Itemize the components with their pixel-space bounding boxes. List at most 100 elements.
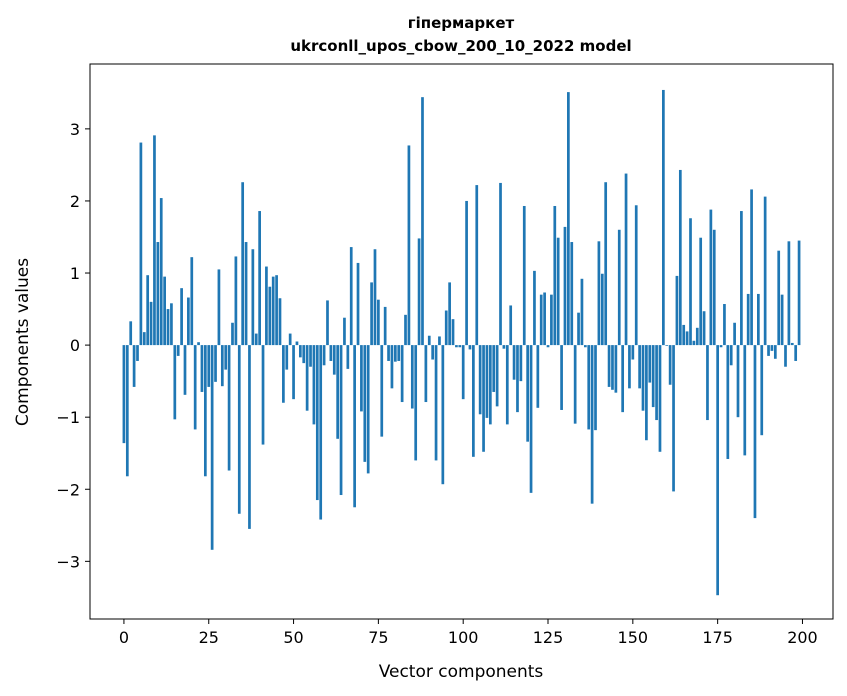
bar-component-184 bbox=[746, 293, 750, 346]
bar-component-78 bbox=[387, 345, 390, 361]
bar-component-47 bbox=[282, 345, 285, 403]
bar-component-18 bbox=[183, 345, 187, 395]
bar-component-45 bbox=[275, 275, 278, 346]
bar-component-186 bbox=[753, 345, 757, 519]
bar-component-152 bbox=[638, 345, 641, 389]
bar-component-70 bbox=[360, 345, 363, 412]
bar-component-145 bbox=[614, 345, 618, 393]
bar-component-65 bbox=[343, 317, 346, 346]
bar-component-35 bbox=[241, 182, 245, 346]
bar-component-148 bbox=[624, 173, 628, 346]
bar-component-29 bbox=[220, 345, 224, 387]
bar-component-9 bbox=[153, 135, 156, 346]
bar-component-168 bbox=[692, 340, 696, 346]
bar-component-132 bbox=[570, 242, 574, 346]
bar-component-124 bbox=[543, 292, 546, 346]
bar-component-192 bbox=[773, 345, 777, 359]
x-axis: 0 25 50 75 100 125 150 175 200 bbox=[119, 619, 818, 647]
bar-component-34 bbox=[237, 345, 241, 514]
bar-component-197 bbox=[790, 342, 794, 346]
y-tick-label: 2 bbox=[70, 192, 80, 211]
bar-component-172 bbox=[706, 345, 709, 421]
bar-component-117 bbox=[519, 345, 523, 382]
bar-component-119 bbox=[526, 345, 530, 442]
bar-component-46 bbox=[278, 298, 282, 346]
bar-component-165 bbox=[682, 324, 686, 346]
bar-component-162 bbox=[672, 345, 675, 492]
bar-component-62 bbox=[332, 345, 336, 375]
bar-component-110 bbox=[495, 345, 499, 407]
bar-component-164 bbox=[678, 169, 682, 346]
bar-component-64 bbox=[339, 345, 343, 496]
bar-component-15 bbox=[173, 345, 177, 420]
bar-component-195 bbox=[784, 345, 787, 367]
bar-component-84 bbox=[407, 145, 411, 346]
x-tick-label: 0 bbox=[119, 628, 129, 647]
bar-component-138 bbox=[590, 345, 594, 504]
bar-component-140 bbox=[597, 241, 601, 346]
bar-component-58 bbox=[319, 345, 323, 520]
bar-component-71 bbox=[363, 345, 367, 462]
bar-component-7 bbox=[146, 275, 150, 346]
bar-component-106 bbox=[482, 345, 485, 452]
bar-component-53 bbox=[302, 345, 306, 364]
bar-component-158 bbox=[658, 345, 662, 452]
bar-component-23 bbox=[200, 345, 204, 392]
bar-component-183 bbox=[743, 345, 747, 456]
x-tick-label: 200 bbox=[787, 628, 818, 647]
bar-component-155 bbox=[648, 345, 652, 383]
bar-component-191 bbox=[770, 345, 774, 351]
x-tick-label: 100 bbox=[448, 628, 479, 647]
bar-component-27 bbox=[214, 345, 217, 382]
y-tick-label: −1 bbox=[56, 408, 80, 427]
bar-component-66 bbox=[346, 345, 350, 369]
bar-component-73 bbox=[370, 282, 373, 346]
bar-component-118 bbox=[522, 205, 526, 346]
bar-component-51 bbox=[295, 341, 299, 346]
bar-component-44 bbox=[271, 276, 275, 346]
bar-component-100 bbox=[461, 345, 465, 400]
bar-component-137 bbox=[587, 345, 591, 430]
bar-component-160 bbox=[665, 345, 669, 346]
bar-component-43 bbox=[268, 286, 272, 346]
bar-component-135 bbox=[580, 278, 584, 346]
bar-component-86 bbox=[414, 345, 418, 461]
bar-component-48 bbox=[285, 345, 289, 370]
bar-component-88 bbox=[421, 97, 424, 346]
bar-component-129 bbox=[560, 345, 563, 410]
bar-component-61 bbox=[329, 345, 333, 361]
bar-component-96 bbox=[448, 282, 451, 346]
bar-component-13 bbox=[166, 309, 170, 346]
bar-component-11 bbox=[159, 198, 163, 346]
bar-component-131 bbox=[567, 92, 570, 346]
bar-component-63 bbox=[336, 345, 340, 439]
bar-component-196 bbox=[787, 241, 791, 346]
bar-component-147 bbox=[621, 345, 625, 413]
bar-component-87 bbox=[417, 238, 421, 346]
bar-component-150 bbox=[631, 345, 635, 360]
bar-component-121 bbox=[533, 270, 536, 346]
bar-component-69 bbox=[356, 262, 360, 346]
bar-component-179 bbox=[729, 345, 733, 366]
bar-component-187 bbox=[757, 293, 760, 346]
bar-component-79 bbox=[390, 345, 394, 389]
bar-component-36 bbox=[244, 242, 248, 346]
bar-component-108 bbox=[488, 345, 492, 425]
bar-component-194 bbox=[780, 294, 784, 346]
bar-component-3 bbox=[132, 345, 136, 387]
bar-component-142 bbox=[604, 182, 608, 346]
bar-component-185 bbox=[750, 189, 753, 346]
bar-component-91 bbox=[431, 345, 435, 360]
bar-component-21 bbox=[193, 345, 197, 430]
bar-component-133 bbox=[573, 345, 577, 424]
bar-component-123 bbox=[539, 294, 543, 346]
bar-component-49 bbox=[288, 333, 292, 346]
bar-component-95 bbox=[444, 310, 448, 346]
bar-component-94 bbox=[441, 345, 445, 485]
bar-component-166 bbox=[685, 331, 689, 346]
bar-component-0 bbox=[122, 345, 126, 444]
bar-component-171 bbox=[702, 311, 706, 346]
bar-component-99 bbox=[458, 345, 462, 348]
x-tick-label: 175 bbox=[702, 628, 733, 647]
